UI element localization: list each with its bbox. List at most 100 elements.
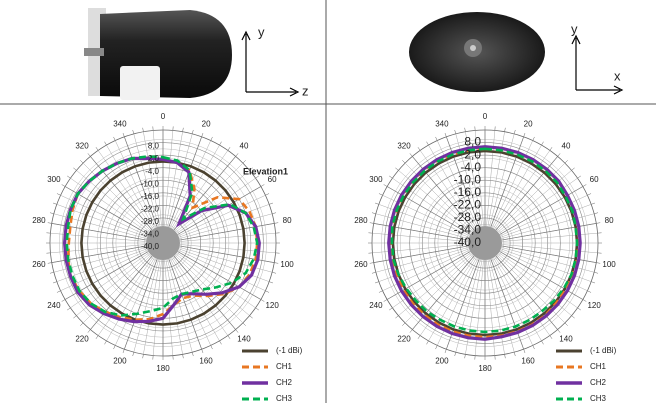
tick [123,133,124,137]
tick [389,176,392,178]
tick [533,137,535,141]
tick [436,137,438,141]
tick [418,336,420,339]
tick [550,336,552,339]
tick [596,223,600,224]
tick [274,263,278,264]
annotation: Elevation1 [243,166,288,176]
tick [211,137,213,141]
tick [402,323,405,326]
tick [236,153,239,156]
r-tick-label: 8,0 [148,142,160,151]
tick [587,194,591,196]
angle-tick-label: 140 [237,335,251,344]
r-tick-label: -40,0 [141,242,160,251]
legend-label: CH1 [276,362,293,371]
tick [80,160,83,163]
tick [558,330,561,333]
tick [192,352,193,356]
tick [587,291,591,293]
spoke [497,163,565,231]
spoke [98,257,153,336]
tick [514,130,515,134]
tick [591,203,595,204]
tick [143,354,144,358]
angle-tick-label: 100 [602,260,616,269]
angle-tick-label: 0 [483,112,488,121]
axes-icon [242,32,298,96]
axis-label: x [614,68,621,83]
tick [384,300,387,302]
tick [591,282,595,283]
tick [48,263,52,264]
tick [558,153,561,156]
axis-label: y [571,21,578,36]
tick [379,291,383,293]
tick [583,185,586,187]
r-tick-label: -4,0 [145,167,159,176]
axis-label: y [258,24,265,39]
axes-icon [572,36,622,94]
tick [594,213,598,214]
tick [370,263,374,264]
tick [73,316,76,319]
tick [88,330,91,333]
tick [389,308,392,310]
legend-label: CH3 [590,394,607,403]
angle-tick-label: 320 [75,142,89,151]
tick [384,185,387,187]
tick [410,153,413,156]
tick [220,341,222,344]
angle-tick-label: 80 [283,216,292,225]
tick [372,213,376,214]
angle-tick-label: 140 [559,335,573,344]
r-tick-label: -40,0 [454,235,482,249]
r-tick-label: -16,0 [141,192,160,201]
tick [48,223,52,224]
spoke [392,253,471,308]
angle-tick-label: 20 [524,120,533,129]
angle-tick-label: 120 [265,301,279,310]
angle-tick-label: 40 [562,142,571,151]
tick [514,352,515,356]
legend-label: CH2 [590,378,607,387]
tick [572,316,575,319]
tick [455,352,456,356]
angle-tick-label: 220 [397,335,411,344]
r-tick-label: -28,0 [141,217,160,226]
tick [272,213,276,214]
legend-label: (-1 dBi) [276,346,303,355]
tick [50,213,54,214]
spoke [495,257,550,336]
tick [211,345,213,349]
tick [436,345,438,349]
tick [372,272,376,273]
angle-tick-label: 60 [268,175,277,184]
tick [183,128,184,132]
tick [57,194,61,196]
tick [565,323,568,326]
angle-tick-label: 160 [199,357,213,366]
tick [80,323,83,326]
tick [269,203,273,204]
angle-tick-label: 120 [587,301,601,310]
angle-tick-label: 0 [161,112,166,121]
legend-label: (-1 dBi) [590,346,617,355]
tick [265,291,269,293]
tick [236,330,239,333]
tick [57,291,61,293]
tick [533,345,535,349]
spoke [495,150,550,229]
spoke [83,255,151,323]
angle-tick-label: 220 [75,335,89,344]
angle-tick-label: 280 [354,216,368,225]
tick [228,336,230,339]
tick [62,300,65,302]
spoke [405,255,473,323]
legend-label: CH1 [590,362,607,371]
tick [550,147,552,150]
tick [220,142,222,145]
tick [274,223,278,224]
tick [256,308,259,310]
angle-tick-label: 300 [369,175,383,184]
